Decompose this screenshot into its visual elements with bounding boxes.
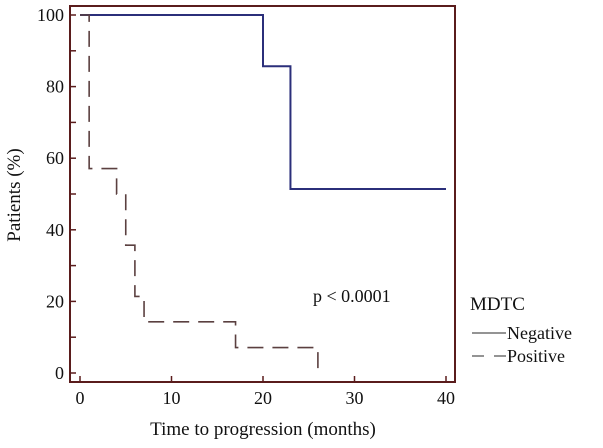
y-tick-label: 20: [46, 291, 64, 311]
p-value-annotation: p < 0.0001: [313, 286, 391, 306]
curve-negative: [80, 14, 446, 190]
legend-title: MDTC: [470, 294, 525, 315]
x-tick-label: 40: [437, 388, 455, 408]
legend-positive-label: Positive: [507, 346, 565, 366]
curve-positive: [80, 14, 319, 373]
y-tick-label: 100: [37, 5, 64, 25]
x-tick-label: 10: [163, 388, 181, 408]
y-tick-label: 0: [55, 363, 64, 383]
y-axis-label: Patients (%): [4, 148, 25, 241]
y-tick-label: 60: [46, 148, 64, 168]
x-tick-label: 30: [346, 388, 364, 408]
x-axis-label: Time to progression (months): [150, 419, 376, 440]
legend-negative-label: Negative: [507, 323, 572, 343]
x-tick-label: 20: [254, 388, 272, 408]
y-tick-label: 80: [46, 77, 64, 97]
y-tick-label: 40: [46, 220, 64, 240]
x-tick-label: 0: [76, 388, 85, 408]
